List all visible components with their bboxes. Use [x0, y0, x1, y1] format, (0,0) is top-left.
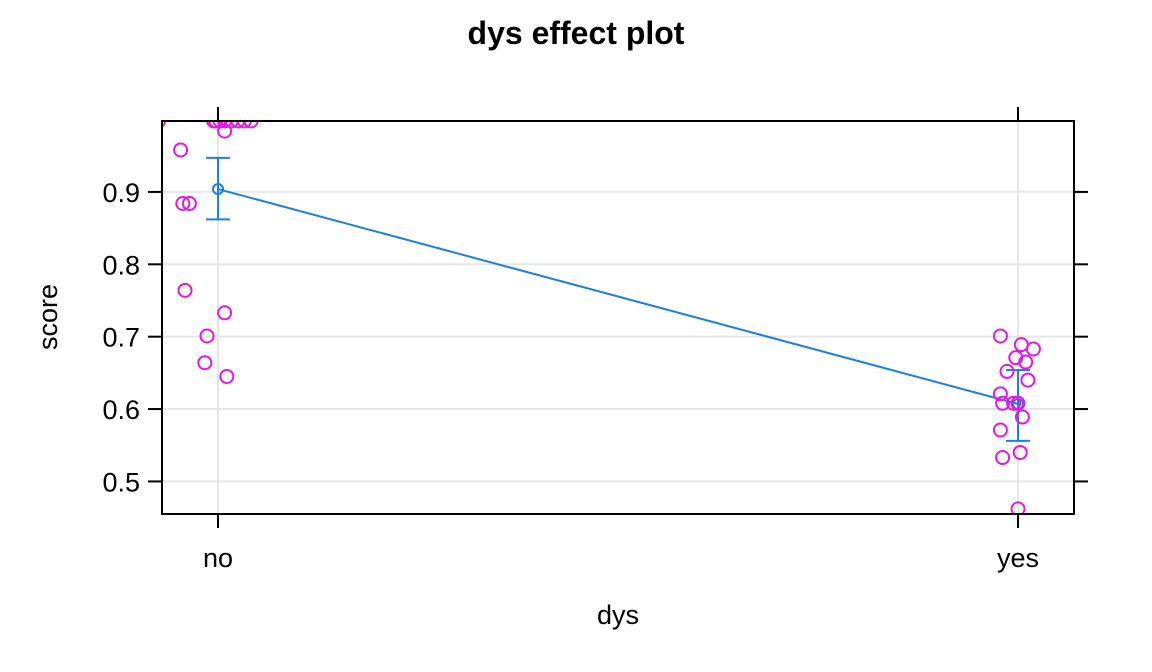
residual-point [1010, 395, 1026, 411]
residual-point [1025, 341, 1041, 357]
residual-point [992, 422, 1008, 438]
grid-lines [162, 121, 1074, 514]
residual-point [173, 142, 189, 158]
y-tick-label: 0.8 [102, 250, 140, 280]
residual-point [208, 121, 224, 129]
x-tick-label: no [203, 543, 233, 573]
residual-point [1018, 354, 1034, 370]
x-axis-label: dys [597, 600, 639, 630]
chart-title: dys effect plot [468, 15, 685, 51]
y-axis-label: score [33, 284, 63, 350]
y-tick-label: 0.5 [102, 467, 140, 497]
residual-point [243, 121, 259, 129]
residual-point [1014, 409, 1030, 425]
residual-points [162, 121, 1041, 514]
residual-point [230, 121, 246, 129]
residual-point [217, 121, 233, 129]
residual-point [1006, 395, 1022, 411]
residual-point [236, 121, 252, 129]
residual-point [1013, 337, 1029, 353]
residual-point [995, 450, 1011, 466]
y-tick-labels: 0.5 0.6 0.7 0.8 0.9 [102, 178, 140, 498]
residual-point [175, 196, 191, 212]
y-tick-label: 0.9 [102, 178, 140, 208]
residual-point [1020, 372, 1036, 388]
residual-point [217, 305, 233, 321]
x-tick-label: yes [997, 543, 1039, 573]
residual-point [999, 363, 1015, 379]
effect-series [206, 156, 1030, 442]
residual-point [181, 196, 197, 212]
residual-point [992, 328, 1008, 344]
effect-line [217, 188, 1019, 405]
residual-point [223, 121, 239, 129]
effect-point [212, 183, 224, 196]
residual-point [992, 386, 1008, 402]
residual-point [219, 368, 235, 384]
y-tick-label: 0.6 [102, 395, 140, 425]
residual-point [197, 355, 213, 371]
plot-frame [161, 120, 1075, 515]
residual-point [177, 282, 193, 298]
residual-point [1012, 444, 1028, 460]
axis-ticks [148, 107, 1088, 528]
y-tick-label: 0.7 [102, 323, 140, 353]
residual-point [995, 395, 1011, 411]
x-tick-labels: no yes [203, 543, 1039, 573]
residual-point [1010, 501, 1026, 514]
residual-point [212, 121, 228, 129]
residual-point [199, 328, 215, 344]
